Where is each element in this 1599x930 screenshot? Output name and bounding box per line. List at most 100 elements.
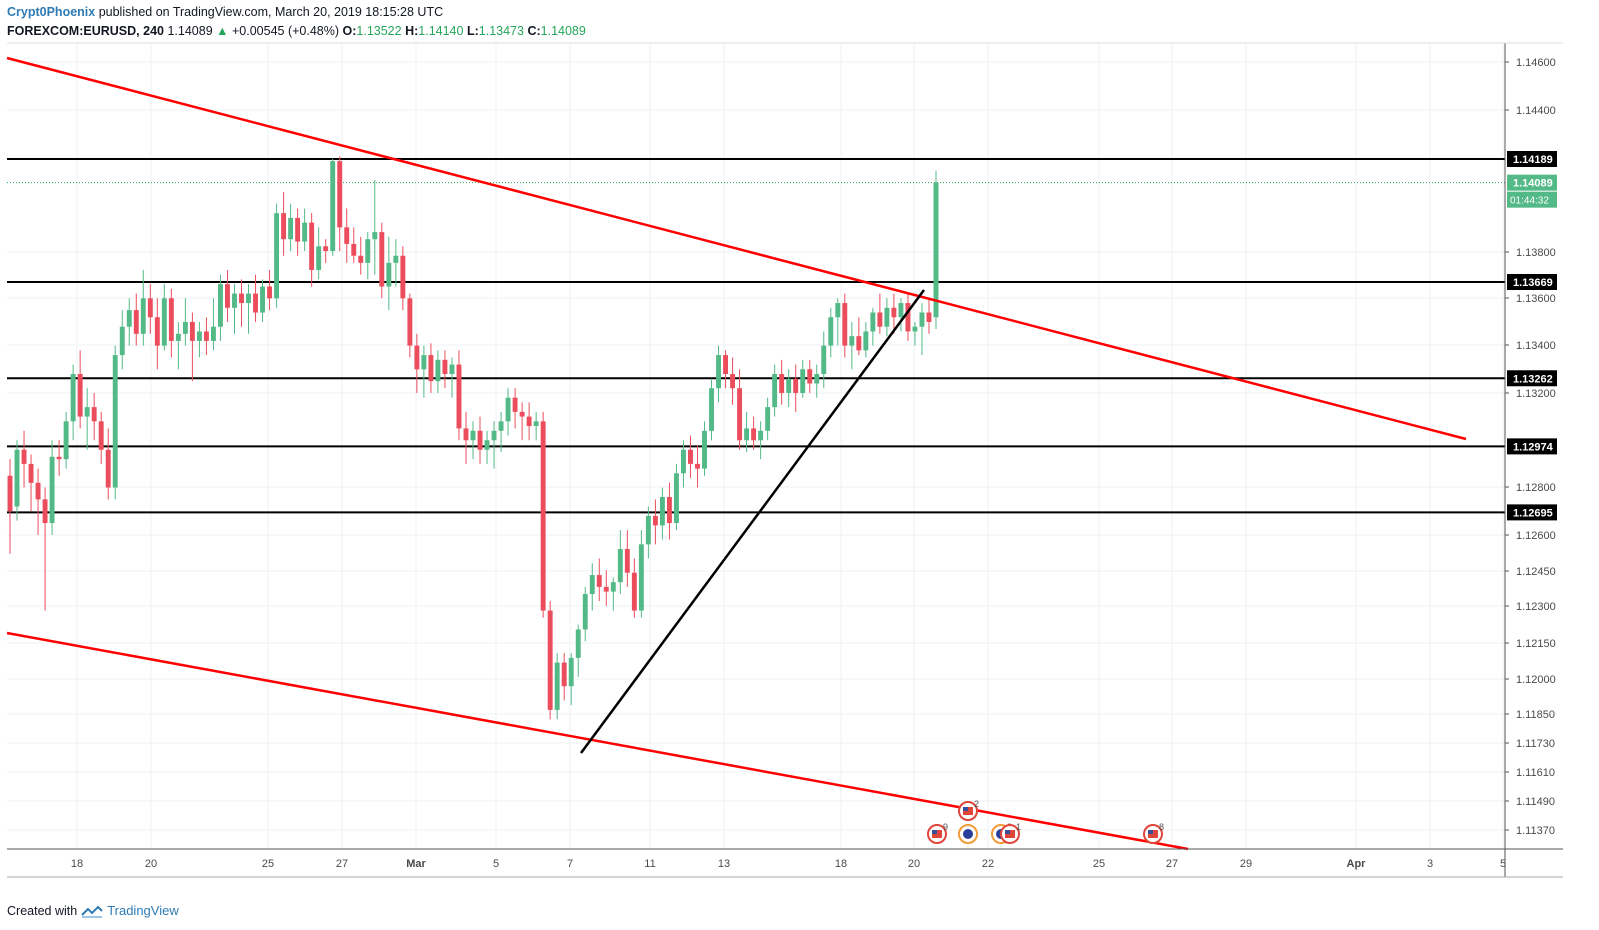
candle-body xyxy=(877,312,883,327)
price-tick-label: 1.11490 xyxy=(1516,796,1555,808)
candle-body xyxy=(926,312,932,322)
candle-body xyxy=(470,430,476,441)
candle-body xyxy=(491,430,497,441)
uptrend-line[interactable] xyxy=(579,289,926,754)
tag-bg xyxy=(1507,370,1557,387)
candle-body xyxy=(77,374,83,417)
us-flag-icon[interactable]: 9 xyxy=(927,822,948,844)
candle xyxy=(779,359,785,405)
price-tick-label: 1.11730 xyxy=(1516,738,1555,750)
time-tick-label: Mar xyxy=(406,858,426,870)
candle-body xyxy=(267,286,273,299)
candle-body xyxy=(856,336,862,351)
candle-body xyxy=(295,217,301,242)
us-flag-icon[interactable]: 8 xyxy=(1143,822,1164,844)
resistance-trendline[interactable] xyxy=(6,56,1467,441)
candle xyxy=(709,378,714,441)
candle xyxy=(365,232,371,280)
time-tick-label: Apr xyxy=(1347,858,1367,870)
candle xyxy=(666,482,672,540)
candle-body xyxy=(302,222,308,242)
candle-body xyxy=(253,293,258,313)
candle-body xyxy=(210,326,216,341)
tag-label: 1.13669 xyxy=(1513,277,1553,289)
candle-body xyxy=(7,475,13,512)
candle-body xyxy=(70,374,76,422)
candle xyxy=(98,411,104,464)
candle xyxy=(765,397,771,441)
economic-events[interactable]: 92318 xyxy=(927,799,1164,844)
candle-body xyxy=(828,317,834,346)
trendlines[interactable] xyxy=(6,56,1467,851)
candle xyxy=(140,269,146,346)
candle xyxy=(281,191,287,256)
time-tick-label: 18 xyxy=(835,858,847,870)
candle-body xyxy=(232,293,237,308)
time-axis[interactable]: 18 20 25 27 Mar 5 7 11 13 18 20 22 25 27 29 Apr 3 5 xyxy=(71,858,1506,870)
candle xyxy=(91,392,97,441)
candle xyxy=(119,310,125,370)
time-tick-label: 27 xyxy=(1166,858,1178,870)
close-value: 1.14089 xyxy=(540,24,586,38)
us-flag-icon[interactable]: 1 xyxy=(1000,822,1021,844)
candle-body xyxy=(512,397,518,412)
candle xyxy=(631,558,637,618)
candle xyxy=(856,317,862,356)
candle xyxy=(695,444,700,488)
candle xyxy=(680,440,686,488)
candle xyxy=(351,227,357,263)
price-tick-label: 1.14600 xyxy=(1516,57,1556,69)
candle-body xyxy=(589,575,595,594)
candle-body xyxy=(772,374,778,408)
candle xyxy=(596,558,602,602)
candle-body xyxy=(709,388,714,431)
candle-body xyxy=(933,182,939,318)
time-tick-label: 7 xyxy=(567,858,573,870)
candle xyxy=(309,213,315,287)
candle xyxy=(28,454,34,512)
candle xyxy=(800,359,806,398)
candle-body xyxy=(814,374,820,384)
support-trendline[interactable] xyxy=(6,631,1189,851)
candle-body xyxy=(498,421,504,431)
candle xyxy=(295,208,301,256)
price-tick-label: 1.12150 xyxy=(1516,638,1556,650)
candle xyxy=(877,293,883,334)
candle xyxy=(70,364,76,441)
symbol-label[interactable]: FOREXCOM:EURUSD, 240 xyxy=(7,24,164,38)
candle-body xyxy=(42,499,48,524)
eu-flag-icon[interactable] xyxy=(958,824,978,844)
candle-body xyxy=(786,378,792,393)
candle xyxy=(7,459,13,554)
candle-body xyxy=(428,355,434,382)
candle-body xyxy=(800,369,806,393)
candle xyxy=(540,411,546,618)
candle-body xyxy=(168,298,174,341)
candle xyxy=(442,350,448,389)
tag-bg xyxy=(1507,274,1557,290)
author-link[interactable]: Crypt0Phoenix xyxy=(7,5,96,19)
us-flag-icon[interactable]: 2 xyxy=(958,799,979,821)
candle-body xyxy=(98,421,104,450)
candle-body xyxy=(716,355,721,389)
candle xyxy=(274,203,280,308)
candle-body xyxy=(807,369,813,384)
candle xyxy=(842,293,848,358)
candle-body xyxy=(161,298,167,346)
price-tick-label: 1.11850 xyxy=(1516,709,1555,721)
candle xyxy=(372,180,378,275)
countdown-label: 01:44:32 xyxy=(1510,196,1549,207)
candle-body xyxy=(884,307,890,327)
flag-field xyxy=(963,829,973,839)
candle xyxy=(512,388,518,429)
candle xyxy=(582,586,588,642)
time-tick-label: 25 xyxy=(262,858,274,870)
candle xyxy=(884,298,890,337)
candle xyxy=(645,506,651,559)
price-axis[interactable]: 1.14600 1.14400 1.13800 1.13600 1.13400 1.132… xyxy=(1505,57,1557,837)
tag-bg xyxy=(1507,191,1557,208)
tradingview-brand[interactable]: TradingView xyxy=(107,903,179,918)
candle xyxy=(603,570,609,606)
candle-body xyxy=(688,449,693,464)
